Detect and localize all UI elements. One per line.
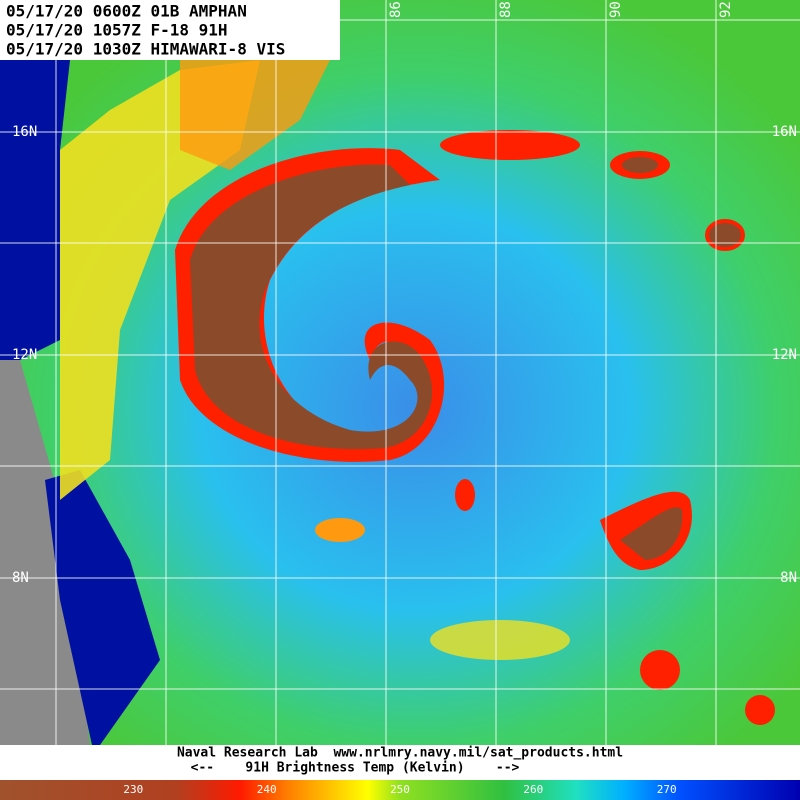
lat-label: 16N	[772, 124, 797, 140]
lon-label: 88E	[498, 0, 514, 18]
footer-box	[0, 745, 800, 780]
lon-labels: 86E 88E 90E 92E	[388, 0, 734, 18]
header-line: 05/17/20 1030Z HIMAWARI-8 VIS	[6, 40, 285, 59]
header-line: 05/17/20 1057Z F-18 91H	[6, 21, 228, 40]
header-line: 05/17/20 0600Z 01B AMPHAN	[6, 2, 247, 21]
lon-label: 86E	[388, 0, 404, 18]
lat-labels: 16N 12N 8N 16N 12N 8N	[12, 124, 797, 586]
header-box	[0, 0, 340, 60]
colorbar	[0, 780, 800, 800]
graticule	[0, 0, 800, 745]
colorbar-label: 260	[523, 783, 543, 796]
footer-credit: Naval Research Lab www.nrlmry.navy.mil/s…	[177, 746, 623, 761]
lon-label: 92E	[718, 0, 734, 18]
colorbar-label: 250	[390, 783, 410, 796]
lat-label: 12N	[772, 347, 797, 363]
imagery	[0, 0, 800, 745]
lon-label: 90E	[608, 0, 624, 18]
colorbar-label: 230	[123, 783, 143, 796]
colorbar-ticks: 230 240 250 260 270	[123, 783, 676, 796]
colorbar-label: 240	[257, 783, 277, 796]
lat-label: 8N	[12, 570, 29, 586]
lat-label: 12N	[12, 347, 37, 363]
lat-label: 8N	[780, 570, 797, 586]
colorbar-label: 270	[657, 783, 677, 796]
lat-label: 16N	[12, 124, 37, 140]
footer-scale-title: <-- 91H Brightness Temp (Kelvin) -->	[191, 761, 520, 776]
